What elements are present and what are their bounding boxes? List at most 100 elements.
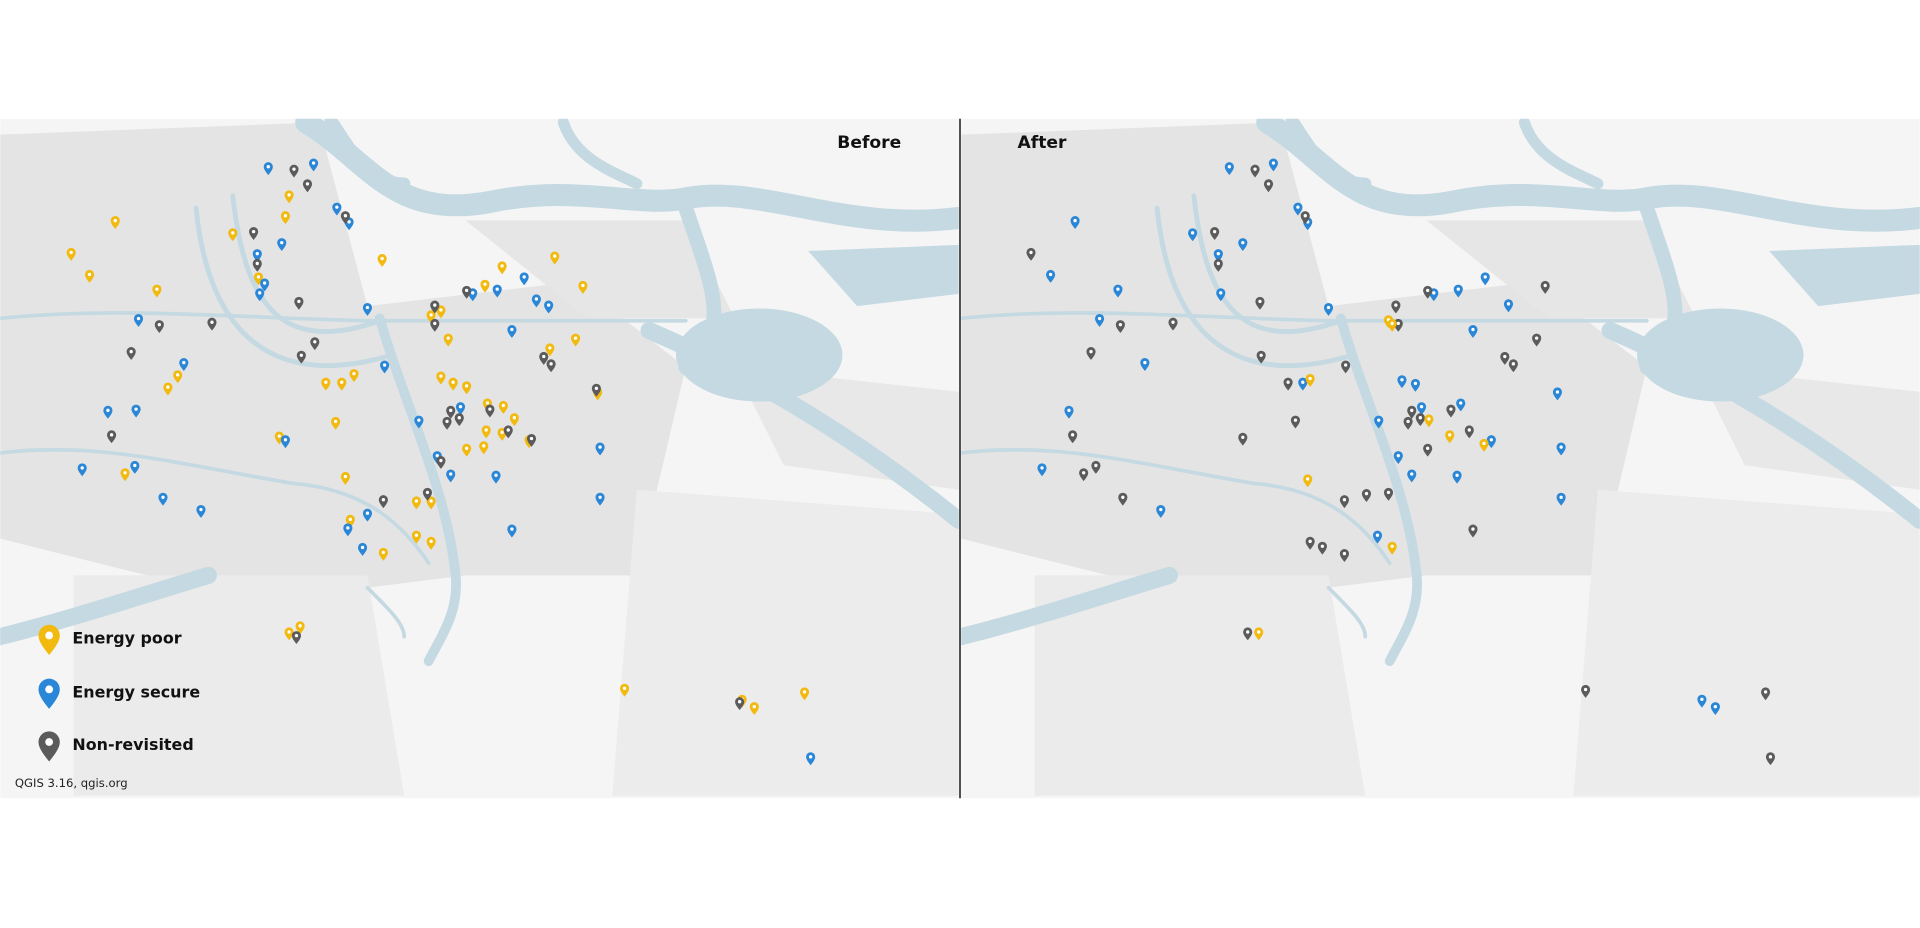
map-pin [411,530,421,544]
pin-hole [1459,401,1463,405]
pin-hole [1456,287,1460,291]
pin-hole [347,220,351,224]
map-pin [1188,228,1198,242]
map-pin [1372,530,1383,544]
pin-hole [439,374,443,378]
pin-hole [352,371,356,376]
pin-hole [1121,495,1125,499]
pin-hole [1159,507,1163,512]
map-pin [378,547,388,561]
map-pin [491,470,501,484]
pin-hole [1343,363,1348,367]
map-pin [1263,179,1274,193]
map-pin [1429,288,1439,302]
pin-hole [365,305,370,310]
map-pin [1210,227,1220,240]
pin-hole [1364,491,1369,496]
pin-hole [45,685,54,694]
legend-marker [38,731,60,762]
pin-hole [512,416,517,420]
map-pin [380,360,390,374]
map-pin [1168,317,1178,331]
map-pin [503,425,513,439]
pin-hole [69,250,73,255]
map-pin [1323,302,1334,316]
map-pin [462,285,472,299]
pin-hole [1271,161,1276,165]
pin-hole [1227,165,1232,169]
pin-hole [581,283,585,288]
pin-hole [1216,261,1220,266]
pin-hole [501,403,506,408]
pin-hole [414,499,419,503]
map-pin [296,350,306,364]
pin-hole [451,380,455,384]
map-pin [1407,405,1417,419]
pin-hole [1471,527,1475,531]
pin-hole [594,386,599,390]
pin-hole [494,473,498,477]
map-pin [1532,333,1542,347]
map-pin [130,460,140,474]
pin-hole [1559,495,1563,499]
map-pin [309,158,319,172]
pin-hole [161,495,165,499]
pin-hole [283,438,288,442]
map-pin [1238,238,1248,251]
map-pin [1303,474,1313,488]
pin-hole [500,264,504,268]
pin-hole [176,373,180,377]
pin-hole [1067,408,1071,413]
pin-hole [266,165,270,169]
pin-hole [348,517,352,521]
map-pin [133,313,144,327]
pin-hole [464,446,469,450]
pin-hole [439,308,443,312]
map-pin [289,164,299,178]
pin-hole [1303,214,1307,218]
map-pin [337,377,347,391]
map-pin [546,359,556,373]
pin-hole [464,384,469,388]
pin-hole [1171,320,1175,324]
pin-hole [1308,376,1312,381]
pin-hole [333,419,338,424]
map-pin [1361,489,1372,502]
map-pin [1480,272,1490,286]
map-pin [331,416,341,430]
pin-hole [1396,453,1400,458]
pin-hole [335,205,339,209]
map-pin [1452,470,1462,484]
map-pin [66,247,76,261]
map-pin [411,496,421,510]
map-pin [378,495,388,509]
map-pin [481,425,491,439]
pin-hole [1259,353,1263,357]
pin-hole [360,545,365,550]
map-pin [480,279,490,293]
pin-hole [1700,697,1704,701]
pin-hole [1503,354,1507,359]
pin-hole [134,407,138,411]
pin-hole [553,254,557,258]
legend-label: Non-revisited [72,735,193,754]
map-pin [545,343,555,357]
map-pin [1374,415,1384,429]
pin-hole [365,511,370,515]
map-pin [1256,350,1266,364]
pin-hole [287,193,291,197]
pin-hole [277,434,281,438]
map-pin [1238,432,1248,446]
map-pin [1305,373,1315,387]
pin-hole [136,316,141,321]
pin-hole [1143,360,1147,365]
pin-hole [1241,435,1245,439]
map-pin [448,377,458,391]
pin-hole [1301,380,1305,384]
map-pin [284,190,294,204]
map-pin [1156,504,1166,518]
pin-hole [298,624,302,628]
pin-hole [1489,438,1494,442]
pin-hole [1190,231,1195,235]
pin-hole [1410,408,1414,413]
